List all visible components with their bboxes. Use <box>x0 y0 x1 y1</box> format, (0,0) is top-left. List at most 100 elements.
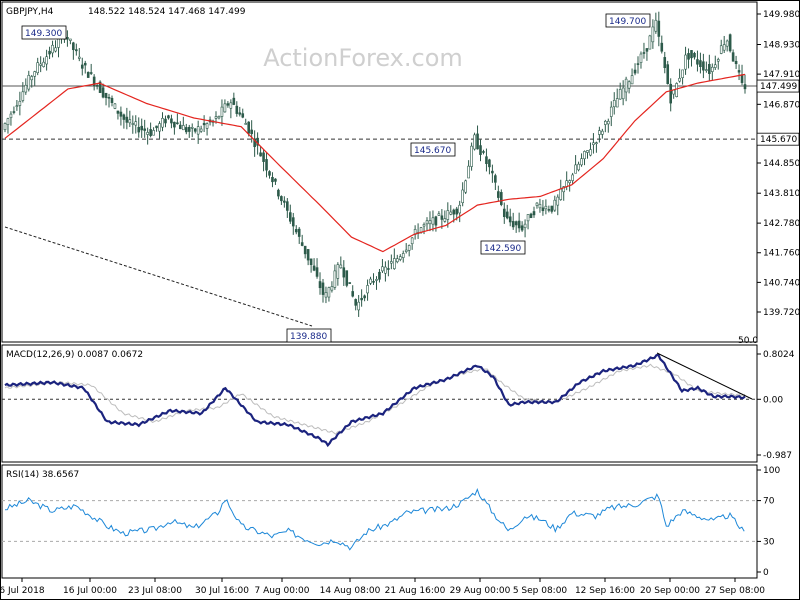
candle-body <box>598 130 601 135</box>
candle-body <box>398 256 402 260</box>
candle-body <box>464 180 467 193</box>
ohlc-header: 148.522 148.524 147.468 147.499 <box>88 7 246 17</box>
candle-body <box>348 282 352 284</box>
candle-body <box>339 264 343 269</box>
candle-body <box>15 105 19 107</box>
candle-body <box>134 121 138 126</box>
candle-body <box>458 204 461 214</box>
price-y-tick-label: 147.910 <box>763 70 800 80</box>
candle-body <box>42 61 45 67</box>
candle-body <box>95 85 99 87</box>
candle-body <box>633 69 637 74</box>
candle-body <box>604 120 607 125</box>
candle-body <box>381 266 384 272</box>
candle-body <box>428 220 432 225</box>
candle-body <box>170 118 173 124</box>
candle-body <box>390 261 393 264</box>
candle-body <box>161 118 164 128</box>
candle-body <box>345 270 349 286</box>
candle-body <box>678 77 681 82</box>
annotation-text: 145.670 <box>414 146 451 156</box>
candle-body <box>702 61 705 71</box>
price-y-tick-label: 149.980 <box>763 10 800 20</box>
candle-body <box>214 116 218 119</box>
price-panel: ActionForex.com GBPJPY,H4 148.522 148.52… <box>1 1 800 346</box>
candle-body <box>547 209 551 211</box>
candle-body <box>497 191 500 198</box>
candle-body <box>232 97 236 105</box>
price-y-tick-label: 140.740 <box>763 278 800 288</box>
x-axis-tick-label: 20 Sep 00:00 <box>640 586 700 596</box>
x-axis-tick-label: 16 Jul 00:00 <box>63 586 117 596</box>
candle-body <box>116 110 120 114</box>
candle-body <box>72 42 75 51</box>
candle-body <box>491 170 494 174</box>
candle-body <box>6 118 10 125</box>
candle-body <box>693 53 696 58</box>
candle-body <box>731 52 735 62</box>
candle-body <box>152 130 155 136</box>
candle-body <box>226 103 230 106</box>
candle-body <box>615 98 619 108</box>
x-axis-tick-label: 21 Aug 16:00 <box>385 586 446 596</box>
candle-body <box>375 279 378 281</box>
candle-body <box>699 60 702 68</box>
candle-body <box>571 174 574 181</box>
candle-body <box>431 217 435 225</box>
candle-body <box>648 35 652 50</box>
candle-body <box>315 267 319 277</box>
candle-body <box>514 221 518 226</box>
candle-body <box>92 76 96 86</box>
candle-body <box>455 208 459 215</box>
candle-body <box>716 59 720 62</box>
candle-body <box>342 267 346 278</box>
candle-body <box>544 205 548 210</box>
candle-body <box>125 116 129 123</box>
candle-body <box>369 278 372 284</box>
candle-body <box>378 271 381 280</box>
candle-body <box>107 96 111 99</box>
price-title: GBPJPY,H4 <box>6 7 54 17</box>
candle-body <box>309 258 313 265</box>
annotation-box <box>480 240 526 255</box>
candle-body <box>687 53 690 60</box>
candle-body <box>705 69 708 71</box>
candle-body <box>393 258 396 269</box>
candle-body <box>467 165 470 179</box>
candle-body <box>502 208 506 218</box>
candle-body <box>675 83 678 97</box>
candle-body <box>470 145 473 167</box>
candle-body <box>196 126 200 135</box>
candle-body <box>452 209 456 215</box>
candle-body <box>559 188 563 200</box>
candle-body <box>259 152 262 157</box>
annotation-142590: 142.590 <box>480 240 526 255</box>
price-y-tick-label: 141.760 <box>763 249 800 259</box>
candle-body <box>51 44 54 54</box>
rsi-y-tick-label: 30 <box>763 537 775 547</box>
candle-body <box>312 265 316 271</box>
candle-body <box>110 97 114 103</box>
candle-body <box>482 151 485 153</box>
candle-body <box>187 126 191 132</box>
candle-body <box>517 220 521 229</box>
candle-body <box>669 83 673 104</box>
candle-body <box>719 45 723 54</box>
candle-body <box>657 20 661 37</box>
rsi-panel-border <box>1 464 758 579</box>
candle-body <box>54 47 57 52</box>
candle-body <box>289 212 292 222</box>
candle-body <box>728 34 732 52</box>
candle-body <box>372 281 375 283</box>
candle-body <box>173 121 176 128</box>
candle-body <box>9 113 13 119</box>
candle-body <box>83 62 87 66</box>
candle-body <box>437 213 441 216</box>
candle-body <box>529 213 533 219</box>
x-axis-ticks: 6 Jul 2018 16 Jul 00:00 23 Jul 08:00 30 Jul… <box>0 578 765 596</box>
candle-body <box>98 81 102 93</box>
candle-body <box>271 176 274 183</box>
candle-body <box>583 151 586 160</box>
annotation-box <box>605 13 651 28</box>
candle-body <box>601 130 604 135</box>
